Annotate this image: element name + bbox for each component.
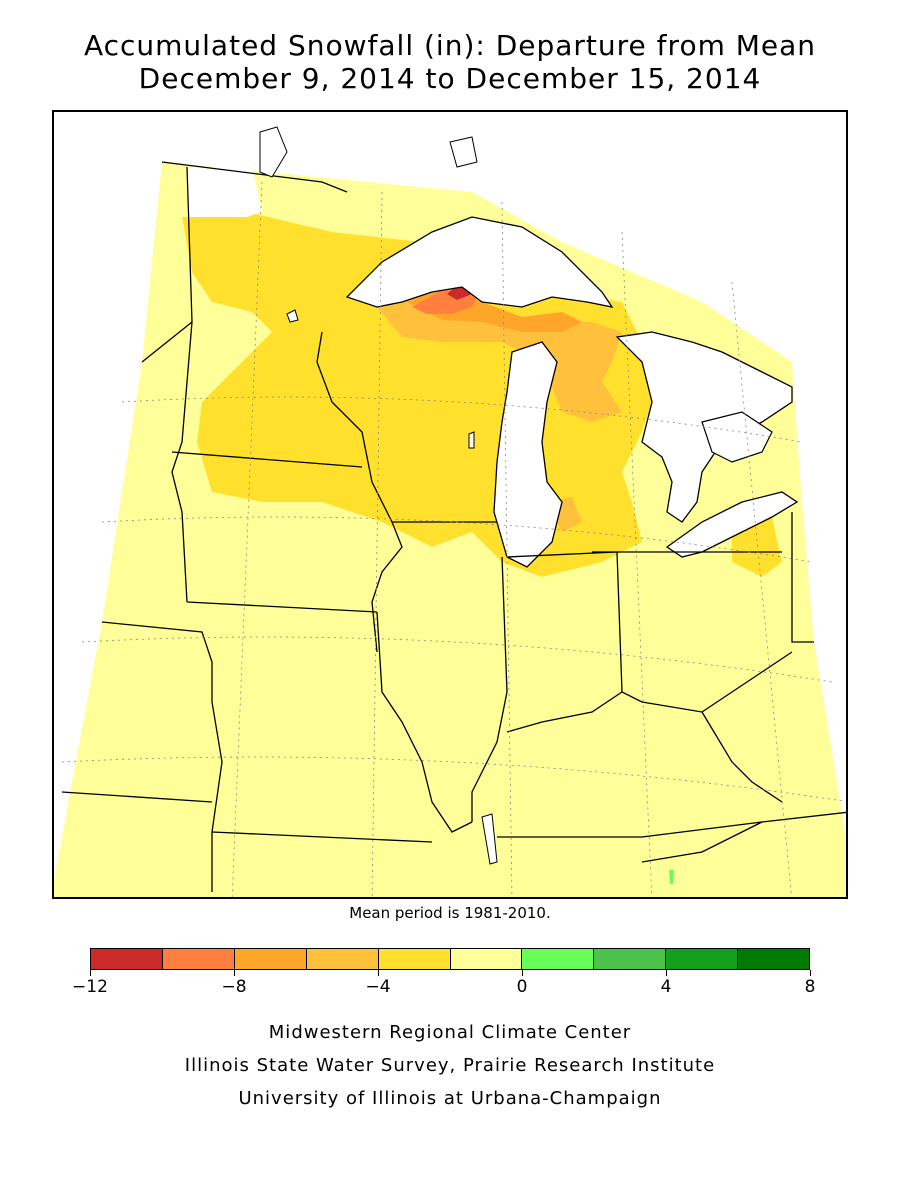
legend-tick-label: 4 (660, 977, 672, 997)
map-frame (52, 110, 848, 899)
lake-winnipeg-area (187, 167, 262, 217)
georgian-bay (701, 411, 773, 463)
legend-tick-mark (90, 970, 91, 976)
snowfall-departure-map (54, 126, 846, 897)
color-legend (90, 948, 810, 970)
graticule (61, 181, 846, 897)
legend-tick-label: −12 (72, 977, 108, 997)
legend-tick-mark (378, 970, 379, 976)
contour-minus2-minus4-east (732, 517, 782, 577)
legend-tick-mark (666, 970, 667, 976)
legend-tick-mark (522, 970, 523, 976)
legend-swatch-4 (378, 949, 451, 969)
legend-swatch-5 (450, 949, 523, 969)
legend-tick-label: −8 (221, 977, 247, 997)
legend-swatch-7 (594, 949, 667, 969)
legend-swatch-1 (162, 949, 235, 969)
legend-tick-label: 0 (516, 977, 528, 997)
lake-erie (665, 491, 799, 558)
lake-michigan (493, 341, 563, 568)
mean-period-note: Mean period is 1981-2010. (349, 904, 551, 922)
islands (259, 126, 498, 865)
legend-tick-label: −4 (365, 977, 391, 997)
lake-superior (345, 216, 614, 308)
credit-line-2: Illinois State Water Survey, Prairie Res… (184, 1055, 716, 1076)
contour-surplus-0-2 (669, 870, 674, 884)
legend-tick-mark (810, 970, 811, 976)
map-title-line-1: Accumulated Snowfall (in): Departure fro… (83, 29, 817, 62)
legend-swatch-2 (234, 949, 307, 969)
credit-line-3: University of Illinois at Urbana-Champai… (238, 1088, 662, 1109)
outside-domain-right (792, 362, 846, 838)
map-title-line-2: December 9, 2014 to December 15, 2014 (138, 62, 762, 95)
legend-swatch-8 (666, 949, 739, 969)
credit-line-1: Midwestern Regional Climate Center (268, 1022, 632, 1043)
legend-swatch-0 (91, 949, 163, 969)
legend-swatch-9 (738, 949, 810, 969)
legend-tick-label: 8 (804, 977, 816, 997)
legend-swatch-6 (522, 949, 595, 969)
state-boundaries (61, 161, 846, 892)
legend-swatch-3 (306, 949, 379, 969)
legend-tick-mark (234, 970, 235, 976)
